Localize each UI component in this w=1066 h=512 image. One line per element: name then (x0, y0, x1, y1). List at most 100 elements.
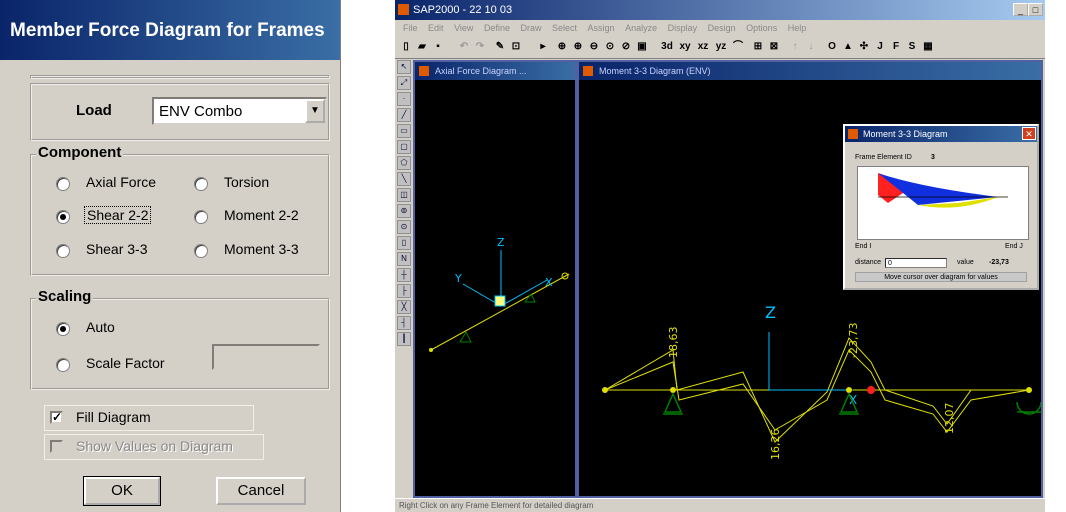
radio-shear-2-2[interactable] (56, 210, 70, 224)
view-xz-button[interactable]: xz (697, 41, 709, 52)
radio-shear-3-3[interactable] (56, 244, 70, 258)
origin-cube (494, 295, 506, 307)
ok-button[interactable]: OK (83, 476, 161, 506)
joint-node (602, 387, 608, 393)
select-intersect-icon[interactable]: N (397, 252, 411, 266)
menu-design[interactable]: Design (707, 23, 736, 33)
snap-perp-icon[interactable]: ┤ (397, 316, 411, 330)
menu-edit[interactable]: Edit (428, 23, 444, 33)
down-icon[interactable]: ↓ (808, 41, 814, 52)
up-icon[interactable]: ↑ (792, 41, 798, 52)
menu-define[interactable]: Define (483, 23, 510, 33)
view-yz-button[interactable]: yz (715, 41, 727, 52)
sap-logo-icon (398, 4, 409, 15)
zoom-in-icon[interactable]: ⊕ (557, 41, 567, 52)
force-icon[interactable]: ✣ (859, 41, 869, 52)
zoom-full-icon[interactable]: ⊙ (605, 41, 615, 52)
load-combo[interactable]: ENV Combo ▼ (152, 97, 327, 125)
maximize-icon[interactable]: □ (1028, 3, 1043, 16)
draw-area-icon[interactable]: ▭ (397, 124, 411, 138)
joint-reaction-icon[interactable]: J (877, 41, 883, 52)
select-prev-icon[interactable]: ⊙ (397, 220, 411, 234)
zoom-prev-icon[interactable]: ⊘ (621, 41, 631, 52)
draw-line-icon[interactable]: ╲ (397, 172, 411, 186)
distance-input[interactable]: 0 (885, 258, 947, 268)
snap-end-icon[interactable]: ├ (397, 284, 411, 298)
draw-poly-icon[interactable]: ⬠ (397, 156, 411, 170)
draw-point-icon[interactable]: · (397, 92, 411, 106)
run-icon[interactable]: ▸ (540, 41, 546, 52)
scale-factor-input[interactable] (212, 344, 320, 370)
sap2000-window: SAP2000 - 22 10 03 _ □ File Edit View De… (395, 0, 1045, 512)
save-icon[interactable]: ▪ (436, 41, 440, 52)
radio-axial-force[interactable] (56, 177, 70, 191)
menu-select[interactable]: Select (552, 23, 578, 33)
snap-point-icon[interactable]: ┼ (397, 268, 411, 282)
table-icon[interactable]: ▦ (923, 41, 933, 52)
view-3d-button[interactable]: 3d (661, 41, 673, 52)
new-file-icon[interactable]: ▯ (403, 41, 409, 52)
support-icon-2 (839, 392, 859, 415)
chevron-down-icon[interactable]: ▼ (305, 99, 325, 123)
joint-node (670, 387, 676, 393)
frame-force-icon[interactable]: F (892, 41, 900, 52)
minimize-icon[interactable]: _ (1013, 3, 1028, 16)
close-icon[interactable]: ✕ (1022, 127, 1036, 140)
perspective-icon[interactable]: ⌒ (733, 41, 743, 52)
menu-analyze[interactable]: Analyze (625, 23, 658, 33)
z-axis-label: Z (765, 303, 776, 322)
label-axial-force: Axial Force (86, 174, 157, 190)
select-all-icon[interactable]: ⊚ (397, 204, 411, 218)
rubber-band-icon[interactable]: ⤢ (397, 76, 411, 90)
open-folder-icon[interactable]: ▰ (418, 41, 426, 52)
menu-draw[interactable]: Draw (520, 23, 542, 33)
joint-icon[interactable]: O (828, 41, 836, 52)
draw-quad-icon[interactable]: ◫ (397, 188, 411, 202)
radio-torsion[interactable] (194, 177, 208, 191)
mini-diagram (857, 166, 1029, 240)
undo-icon[interactable]: ↶ (459, 41, 469, 52)
pointer-icon[interactable]: ↖ (397, 60, 411, 74)
selected-joint-node (867, 386, 875, 394)
support-icon-2 (459, 330, 472, 343)
mini-diagram-yellow (918, 197, 998, 208)
radio-moment-2-2[interactable] (194, 210, 208, 224)
draw-rect-icon[interactable]: ▢ (397, 140, 411, 154)
radio-scale-factor[interactable] (56, 358, 70, 372)
refresh-icon[interactable]: ▣ (637, 41, 647, 52)
show-values-checkbox[interactable] (50, 440, 63, 453)
frame-icon[interactable]: ⊠ (769, 41, 779, 52)
popup-app-icon (848, 129, 858, 139)
menu-assign[interactable]: Assign (587, 23, 615, 33)
snap-line-icon[interactable]: ┃ (397, 332, 411, 346)
value-readout: -23,73 (989, 259, 1009, 266)
menu-help[interactable]: Help (787, 23, 807, 33)
shell-icon[interactable]: S (908, 41, 916, 52)
joint-node (561, 272, 569, 280)
cancel-button[interactable]: Cancel (216, 477, 306, 505)
menu-options[interactable]: Options (746, 23, 778, 33)
menu-file[interactable]: File (403, 23, 418, 33)
load-label: Load (76, 102, 112, 119)
pencil-icon[interactable]: ✎ (495, 41, 505, 52)
radio-auto[interactable] (56, 322, 70, 336)
axial-force-canvas: Z Y X (429, 236, 570, 352)
redo-icon[interactable]: ↷ (475, 41, 485, 52)
view-xy-button[interactable]: xy (679, 41, 691, 52)
sap-title-bar: SAP2000 - 22 10 03 _ □ (395, 0, 1045, 20)
lock-icon[interactable]: ⊡ (511, 41, 521, 52)
snap-intersect-icon[interactable]: ╳ (397, 300, 411, 314)
frame-id-label: Frame Element ID (855, 154, 912, 161)
grid-icon[interactable]: ⊞ (753, 41, 763, 52)
menu-view[interactable]: View (454, 23, 474, 33)
zoom-out-icon[interactable]: ⊖ (589, 41, 599, 52)
zoom-window-icon[interactable]: ⊕ (573, 41, 583, 52)
fill-diagram-checkbox[interactable]: ✓ (50, 410, 63, 424)
draw-frame-icon[interactable]: ╱ (397, 108, 411, 122)
menu-display[interactable]: Display (667, 23, 698, 33)
support-icon[interactable]: ▲ (843, 41, 853, 52)
show-values-box (44, 434, 264, 460)
clear-select-icon[interactable]: ▯ (397, 236, 411, 250)
end-j-label: End J (1005, 243, 1023, 250)
radio-moment-3-3[interactable] (194, 244, 208, 258)
